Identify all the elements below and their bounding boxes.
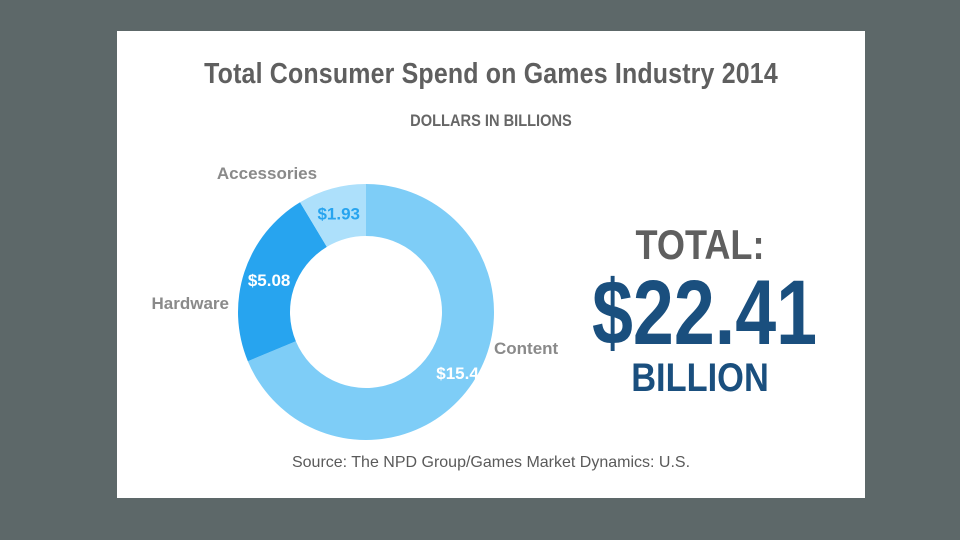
category-label-content: Content bbox=[494, 339, 559, 358]
category-label-hardware: Hardware bbox=[152, 294, 229, 313]
chart-card: Total Consumer Spend on Games Industry 2… bbox=[117, 31, 865, 498]
total-value: $22.41 bbox=[592, 262, 818, 364]
total-label: TOTAL: bbox=[635, 221, 765, 268]
donut-slice-content bbox=[247, 184, 494, 440]
chart-subtitle: DOLLARS IN BILLIONS bbox=[410, 111, 572, 130]
source-note: Source: The NPD Group/Games Market Dynam… bbox=[291, 454, 691, 471]
donut-chart: $15.4 Content $5.08 Hardware $1.93 Accessorie… bbox=[152, 164, 559, 440]
total-block: TOTAL: $22.41 BILLION bbox=[565, 221, 835, 399]
total-unit: BILLION bbox=[631, 356, 769, 400]
value-label-hardware: $5.08 bbox=[248, 271, 291, 290]
value-label-accessories: $1.93 bbox=[317, 205, 360, 224]
chart-title: Total Consumer Spend on Games Industry 2… bbox=[204, 58, 778, 90]
donut-slice-accessories bbox=[300, 184, 366, 247]
donut-slice-hardware bbox=[238, 202, 327, 362]
value-label-content: $15.4 bbox=[436, 364, 479, 383]
category-label-accessories: Accessories bbox=[217, 164, 317, 183]
